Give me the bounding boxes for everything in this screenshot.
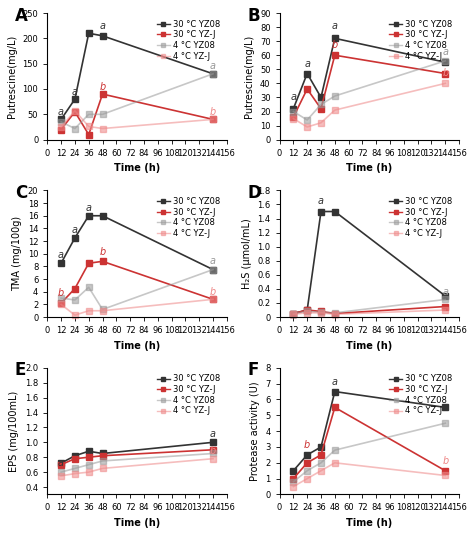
Legend: 30 °C YZ08, 30 °C YZ-J, 4 °C YZ08, 4 °C YZ-J: 30 °C YZ08, 30 °C YZ-J, 4 °C YZ08, 4 °C … bbox=[387, 372, 455, 418]
Text: a: a bbox=[72, 225, 78, 235]
Legend: 30 °C YZ08, 30 °C YZ-J, 4 °C YZ08, 4 °C YZ-J: 30 °C YZ08, 30 °C YZ-J, 4 °C YZ08, 4 °C … bbox=[155, 17, 223, 63]
Text: a: a bbox=[442, 47, 448, 57]
Text: a: a bbox=[332, 377, 338, 387]
Text: F: F bbox=[247, 362, 259, 379]
Text: E: E bbox=[15, 362, 27, 379]
Text: a: a bbox=[86, 203, 91, 212]
Text: a: a bbox=[58, 458, 64, 469]
Text: C: C bbox=[15, 184, 27, 202]
X-axis label: Time (h): Time (h) bbox=[114, 341, 160, 350]
Text: a: a bbox=[100, 21, 106, 30]
X-axis label: Time (h): Time (h) bbox=[346, 341, 392, 350]
Text: a: a bbox=[210, 256, 216, 266]
Text: a: a bbox=[58, 107, 64, 117]
Text: a: a bbox=[304, 59, 310, 70]
Legend: 30 °C YZ08, 30 °C YZ-J, 4 °C YZ08, 4 °C YZ-J: 30 °C YZ08, 30 °C YZ-J, 4 °C YZ08, 4 °C … bbox=[387, 17, 455, 63]
Y-axis label: Putrescine(mg/L): Putrescine(mg/L) bbox=[7, 35, 17, 118]
Text: a: a bbox=[291, 91, 296, 102]
Text: b: b bbox=[304, 440, 310, 450]
Y-axis label: EPS (mg/100mL): EPS (mg/100mL) bbox=[9, 391, 19, 472]
X-axis label: Time (h): Time (h) bbox=[346, 163, 392, 173]
Y-axis label: Protease activity (U): Protease activity (U) bbox=[250, 381, 260, 481]
Text: b: b bbox=[332, 40, 338, 50]
Legend: 30 °C YZ08, 30 °C YZ-J, 4 °C YZ08, 4 °C YZ-J: 30 °C YZ08, 30 °C YZ-J, 4 °C YZ08, 4 °C … bbox=[387, 195, 455, 241]
X-axis label: Time (h): Time (h) bbox=[346, 518, 392, 528]
Text: b: b bbox=[210, 287, 216, 297]
Text: b: b bbox=[100, 247, 106, 257]
Y-axis label: TMA (mg/100g): TMA (mg/100g) bbox=[12, 216, 22, 291]
Y-axis label: Putrescine(mg/L): Putrescine(mg/L) bbox=[245, 35, 255, 118]
Text: D: D bbox=[247, 184, 261, 202]
Text: b: b bbox=[100, 81, 106, 91]
Text: a: a bbox=[58, 250, 64, 260]
Text: A: A bbox=[15, 6, 28, 25]
Text: a: a bbox=[210, 62, 216, 71]
Text: a: a bbox=[72, 87, 78, 97]
X-axis label: Time (h): Time (h) bbox=[114, 518, 160, 528]
Text: b: b bbox=[210, 107, 216, 117]
Text: a: a bbox=[318, 196, 324, 206]
Text: b: b bbox=[442, 456, 448, 466]
Text: a: a bbox=[332, 21, 338, 31]
X-axis label: Time (h): Time (h) bbox=[114, 163, 160, 173]
Text: B: B bbox=[247, 6, 260, 25]
Legend: 30 °C YZ08, 30 °C YZ-J, 4 °C YZ08, 4 °C YZ-J: 30 °C YZ08, 30 °C YZ-J, 4 °C YZ08, 4 °C … bbox=[155, 372, 223, 418]
Text: a: a bbox=[210, 429, 216, 439]
Text: b: b bbox=[442, 68, 448, 78]
Text: a: a bbox=[442, 287, 448, 297]
Text: b: b bbox=[210, 446, 216, 456]
Legend: 30 °C YZ08, 30 °C YZ-J, 4 °C YZ08, 4 °C YZ-J: 30 °C YZ08, 30 °C YZ-J, 4 °C YZ08, 4 °C … bbox=[155, 195, 223, 241]
Y-axis label: H₂S (μmol/mL): H₂S (μmol/mL) bbox=[242, 218, 252, 289]
Text: b: b bbox=[58, 288, 64, 298]
